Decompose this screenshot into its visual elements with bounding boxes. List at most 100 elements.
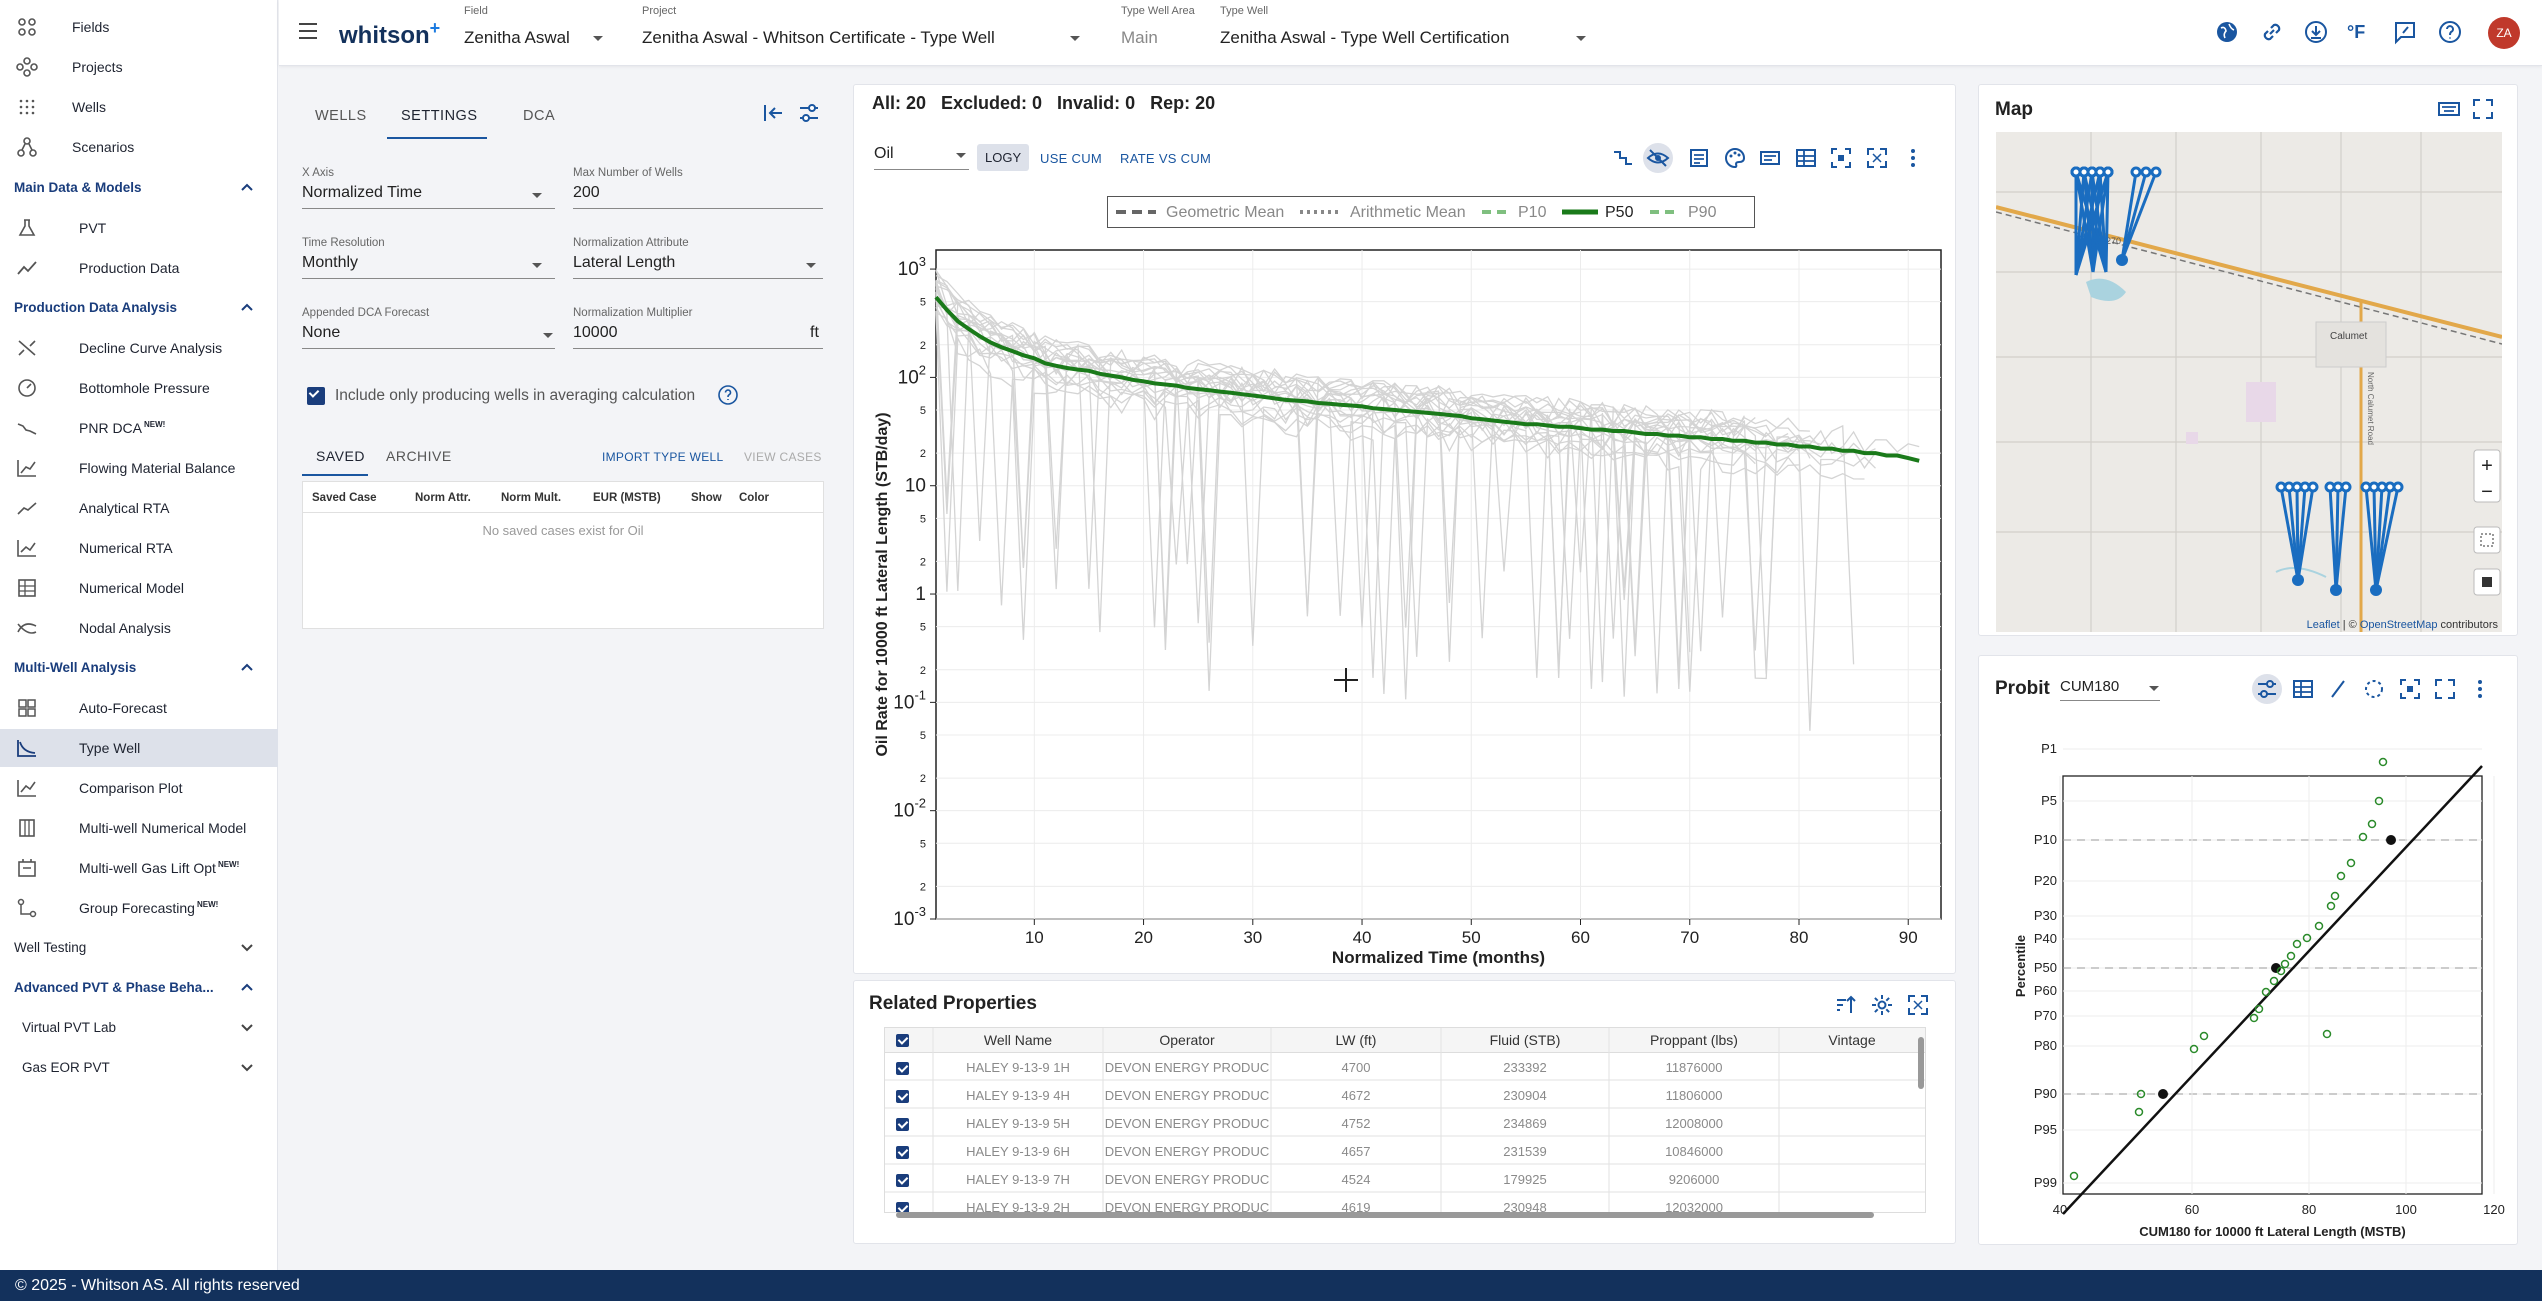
section-production-analysis[interactable]: Production Data Analysis [0, 289, 278, 327]
fullscreen-icon[interactable] [2471, 97, 2495, 121]
row-checkbox[interactable] [896, 1090, 909, 1103]
sliders-icon[interactable] [797, 101, 821, 125]
table-icon[interactable] [1794, 146, 1818, 170]
sidebar-item-dca[interactable]: Decline Curve Analysis [0, 329, 278, 367]
help-icon[interactable] [2436, 18, 2464, 46]
type-well-area-select[interactable]: Main [1121, 28, 1158, 47]
sidebar-item-fields[interactable]: Fields [0, 8, 278, 46]
palette-icon[interactable] [1723, 146, 1747, 170]
sidebar-item-production-data[interactable]: Production Data [0, 249, 278, 287]
sidebar-item-virtual-pvt[interactable]: Virtual PVT Lab [0, 1009, 278, 1047]
appended-dca-select[interactable]: None [302, 324, 341, 341]
rate-vs-cum-toggle[interactable]: RATE VS CUM [1120, 151, 1212, 166]
more-vertical-icon[interactable] [2468, 677, 2492, 701]
normalization-multiplier-input[interactable]: 10000 [573, 324, 618, 341]
import-type-well-button[interactable]: IMPORT TYPE WELL [602, 450, 724, 464]
type-well-select[interactable]: Zenitha Aswal - Type Well Certification [1220, 28, 1510, 47]
fullscreen-icon[interactable] [1906, 993, 1930, 1017]
fit-view-icon[interactable] [2398, 677, 2422, 701]
view-cases-button[interactable]: VIEW CASES [744, 450, 822, 464]
help-icon[interactable] [717, 384, 739, 406]
chevron-down-icon [241, 1024, 253, 1032]
field-select[interactable]: Zenitha Aswal [464, 28, 570, 47]
trendline-icon[interactable] [2326, 677, 2350, 701]
project-select[interactable]: Zenitha Aswal - Whitson Certificate - Ty… [642, 28, 995, 47]
menu-icon[interactable] [298, 22, 318, 40]
tab-wells[interactable]: WELLS [315, 108, 367, 124]
gear-icon[interactable] [1870, 993, 1894, 1017]
sidebar-item-group-forecasting[interactable]: Group Forecasting NEW! [0, 889, 278, 927]
row-checkbox[interactable] [896, 1118, 909, 1131]
sidebar-item-analytical-rta[interactable]: Analytical RTA [0, 489, 278, 527]
phase-select[interactable]: Oil [874, 145, 894, 162]
globe-icon[interactable] [2213, 18, 2241, 46]
sidebar-item-auto-forecast[interactable]: Auto-Forecast [0, 689, 278, 727]
logy-toggle[interactable]: LOGY [977, 144, 1030, 171]
sidebar-item-comparison[interactable]: Comparison Plot [0, 769, 278, 807]
notes-icon[interactable] [1687, 146, 1711, 170]
max-wells-input[interactable]: 200 [573, 184, 600, 201]
vertical-scrollbar[interactable] [1918, 1037, 1924, 1089]
sidebar-item-numerical-rta[interactable]: Numerical RTA [0, 529, 278, 567]
lasso-icon[interactable] [2362, 677, 2386, 701]
sidebar-item-projects[interactable]: Projects [0, 48, 278, 86]
tab-settings[interactable]: SETTINGS [401, 108, 478, 124]
eye-off-icon[interactable] [1646, 146, 1670, 170]
legend-icon[interactable] [1758, 146, 1782, 170]
row-checkbox[interactable] [896, 1062, 909, 1075]
normalization-attribute-select[interactable]: Lateral Length [573, 254, 676, 271]
sidebar-item-gas-lift[interactable]: Multi-well Gas Lift Opt NEW! [0, 849, 278, 887]
collapse-left-icon[interactable] [762, 101, 786, 125]
select-all-checkbox[interactable] [896, 1034, 909, 1047]
tab-dca[interactable]: DCA [523, 108, 556, 124]
use-cum-toggle[interactable]: USE CUM [1040, 151, 1103, 166]
tab-archive[interactable]: ARCHIVE [386, 448, 452, 464]
section-advanced-pvt[interactable]: Advanced PVT & Phase Beha... [0, 969, 278, 1007]
row-checkbox[interactable] [896, 1174, 909, 1187]
time-resolution-select[interactable]: Monthly [302, 254, 359, 271]
rate-chart[interactable]: 10 20 30 40 50 60 70 80 9010-32510-22510-1251251… [854, 233, 1954, 973]
section-multiwell[interactable]: Multi-Well Analysis [0, 649, 278, 687]
sidebar-item-bhp[interactable]: Bottomhole Pressure [0, 369, 278, 407]
probit-y-tick: P80 [2034, 1038, 2057, 1053]
include-producing-checkbox[interactable] [307, 387, 325, 405]
sort-icon[interactable] [1834, 993, 1858, 1017]
sidebar-item-type-well[interactable]: Type Well [0, 729, 278, 767]
sidebar-item-pnr-dca[interactable]: PNR DCA NEW! [0, 409, 278, 447]
link-icon[interactable] [2258, 18, 2286, 46]
zoom-in-button[interactable]: + [2481, 455, 2493, 477]
zoom-out-button[interactable]: − [2481, 481, 2493, 503]
x-axis-select[interactable]: Normalized Time [302, 184, 423, 201]
tab-saved[interactable]: SAVED [316, 448, 365, 464]
unit-toggle[interactable]: °F [2347, 22, 2366, 42]
sidebar-item-scenarios[interactable]: Scenarios [0, 128, 278, 166]
row-checkbox[interactable] [896, 1202, 909, 1212]
sidebar-item-pvt[interactable]: PVT [0, 209, 278, 247]
fullscreen-icon[interactable] [1865, 146, 1889, 170]
fit-view-icon[interactable] [1829, 146, 1853, 170]
sidebar-item-wells[interactable]: Wells [0, 88, 278, 126]
section-well-testing[interactable]: Well Testing [0, 929, 278, 967]
sidebar-item-nodal[interactable]: Nodal Analysis [0, 609, 278, 647]
avatar[interactable]: ZA [2488, 17, 2520, 49]
table-icon[interactable] [2291, 677, 2315, 701]
sidebar-item-gas-eor[interactable]: Gas EOR PVT [0, 1049, 278, 1087]
logo[interactable]: whitson+ [339, 18, 441, 49]
row-checkbox[interactable] [896, 1146, 909, 1159]
probit-metric-select[interactable]: CUM180 [2060, 678, 2120, 695]
sidebar-item-fmb[interactable]: Flowing Material Balance [0, 449, 278, 487]
probit-chart[interactable]: P1 P5 P10 P20 P30 P40 P50 P60 P70 P80 P90 P95 P99 40 6… [1979, 716, 2517, 1244]
sliders-icon[interactable] [2255, 677, 2279, 701]
horizontal-scrollbar[interactable] [896, 1212, 1874, 1218]
download-icon[interactable] [2302, 18, 2330, 46]
feedback-icon[interactable] [2391, 18, 2419, 46]
more-vertical-icon[interactable] [1901, 146, 1925, 170]
sidebar-item-numerical-model[interactable]: Numerical Model [0, 569, 278, 607]
fullscreen-icon[interactable] [2433, 677, 2457, 701]
chevron-down-icon [241, 1064, 253, 1072]
step-chart-icon[interactable] [1611, 146, 1635, 170]
sidebar-item-multiwell-model[interactable]: Multi-well Numerical Model [0, 809, 278, 847]
keyboard-icon[interactable] [2437, 97, 2461, 121]
section-main-data[interactable]: Main Data & Models [0, 169, 278, 207]
